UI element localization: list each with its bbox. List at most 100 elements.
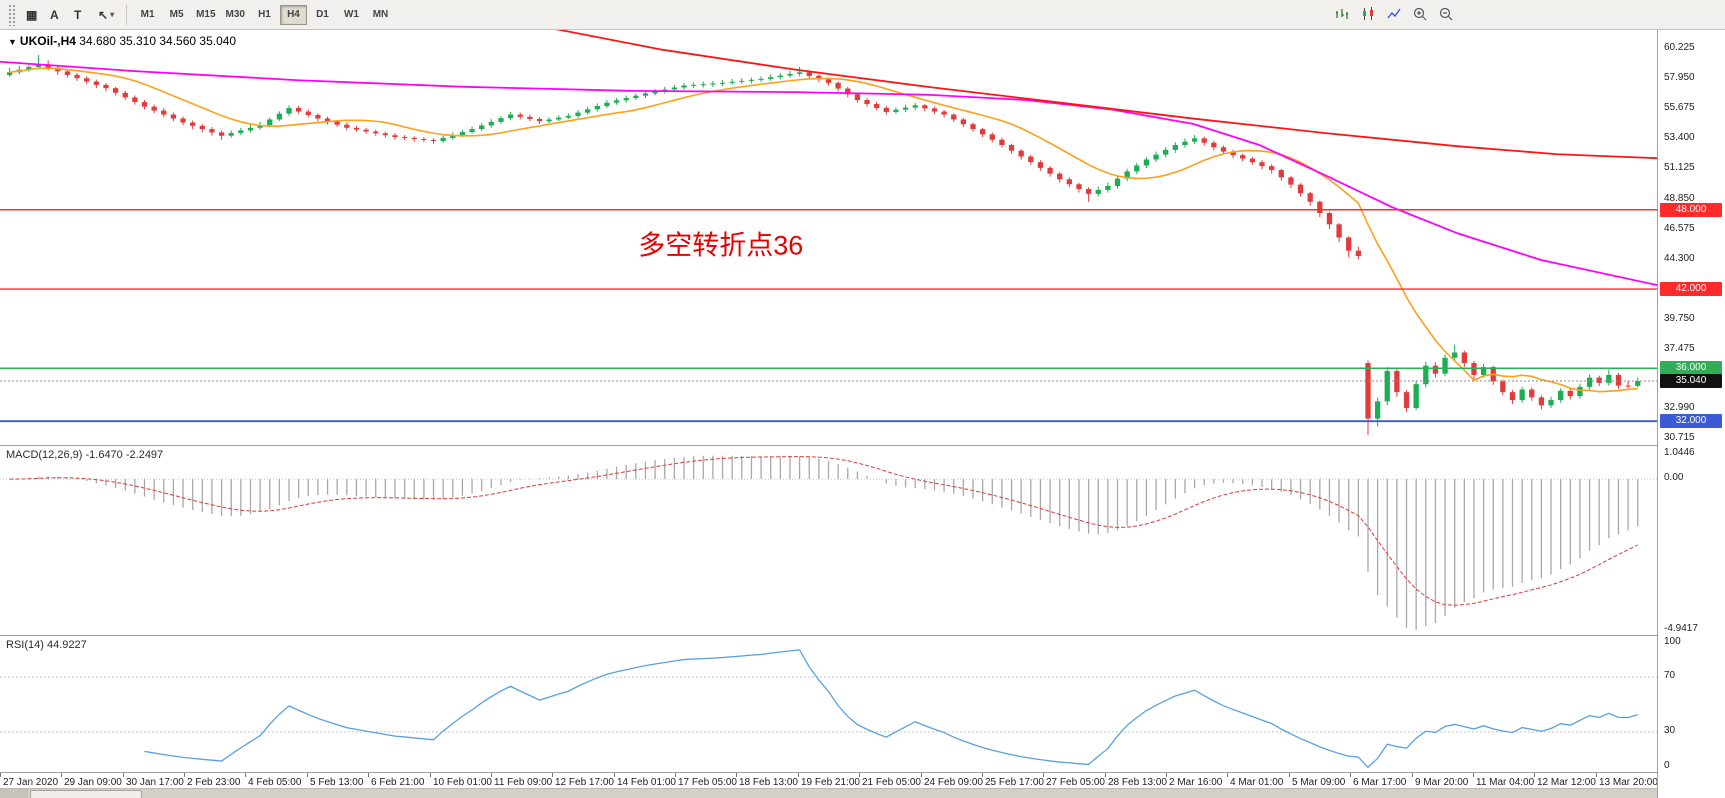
time-label: 19 Feb 21:00	[801, 777, 860, 788]
current-price-badge: 35.040	[1660, 374, 1722, 389]
rsi-label: RSI(14) 44.9227	[6, 639, 87, 651]
rsi-canvas[interactable]	[0, 636, 1657, 772]
price-tick: 30.715	[1664, 432, 1695, 444]
time-label: 2 Mar 16:00	[1169, 777, 1223, 788]
time-tick	[245, 773, 246, 777]
time-tick	[0, 773, 1, 777]
time-label: 28 Feb 13:00	[1108, 777, 1167, 788]
macd-axis-tick: -4.9417	[1664, 623, 1698, 634]
time-label: 27 Jan 2020	[3, 777, 59, 788]
price-tick: 48.850	[1664, 192, 1695, 204]
line-view-icon[interactable]	[1384, 3, 1404, 25]
main-chart-canvas[interactable]	[0, 30, 1657, 445]
rsi-axis-tick: 70	[1664, 670, 1676, 682]
horizontal-scrollbar[interactable]	[0, 788, 1725, 798]
time-tick	[368, 773, 369, 777]
time-tick	[61, 773, 62, 777]
price-tick: 39.750	[1664, 312, 1695, 324]
scrollbar-thumb[interactable]	[30, 790, 142, 798]
macd-panel: MACD(12,26,9) -1.6470 -2.2497	[0, 445, 1657, 635]
time-tick	[1227, 773, 1228, 777]
price-tick: 57.950	[1664, 72, 1695, 84]
price-tick: 37.475	[1664, 342, 1695, 354]
rsi-panel: RSI(14) 44.9227	[0, 635, 1657, 772]
timeframe-w1-button[interactable]: W1	[338, 5, 365, 25]
timeframe-d1-button[interactable]: D1	[309, 5, 336, 25]
text-label-tool-button[interactable]: A	[45, 4, 67, 26]
time-label: 24 Feb 09:00	[924, 777, 983, 788]
timeframe-m5-button[interactable]: M5	[163, 5, 190, 25]
ohlc-readout: 34.680 35.310 34.560 35.040	[79, 34, 237, 48]
time-tick	[1289, 773, 1290, 777]
text-tool-button[interactable]: T	[69, 4, 91, 26]
time-label: 14 Feb 01:00	[617, 777, 676, 788]
rsi-value: 44.9227	[46, 639, 87, 651]
price-tick: 60.225	[1664, 42, 1695, 54]
chevron-down-icon: ▾	[110, 10, 115, 19]
time-tick	[1412, 773, 1413, 777]
time-label: 27 Feb 05:00	[1046, 777, 1105, 788]
time-label: 2 Feb 23:00	[187, 777, 241, 788]
time-label: 6 Feb 21:00	[371, 777, 425, 788]
macd-signal-value: -2.2497	[125, 449, 164, 461]
time-label: 21 Feb 05:00	[862, 777, 921, 788]
level-price-badge: 36.000	[1660, 361, 1722, 376]
time-tick	[1596, 773, 1597, 777]
time-label: 9 Mar 20:00	[1415, 777, 1469, 788]
level-price-badge: 48.000	[1660, 202, 1722, 217]
scrollbar-left-stub	[0, 789, 28, 798]
price-tick: 46.575	[1664, 222, 1695, 234]
price-tick: 55.675	[1664, 102, 1695, 114]
time-tick	[1473, 773, 1474, 777]
main-chart-panel: ▼ UKOil-,H4 34.680 35.310 34.560 35.040 多…	[0, 30, 1657, 445]
timeframe-h1-button[interactable]: H1	[251, 5, 278, 25]
time-tick	[675, 773, 676, 777]
price-axis[interactable]: 60.225 57.950 55.675 53.400 51.125 48.850 46.5…	[1657, 30, 1725, 798]
toolbar-separator	[126, 4, 128, 25]
timeframe-m1-button[interactable]: M1	[134, 5, 161, 25]
time-tick	[614, 773, 615, 777]
chart-collapse-icon[interactable]: ▼	[8, 37, 17, 47]
timeframe-m30-button[interactable]: M30	[222, 5, 249, 25]
time-label: 11 Mar 04:00	[1476, 777, 1535, 788]
time-label: 25 Feb 17:00	[985, 777, 1044, 788]
time-tick	[736, 773, 737, 777]
time-tick	[123, 773, 124, 777]
time-label: 18 Feb 13:00	[739, 777, 798, 788]
chart-view-tools-group	[1332, 3, 1456, 25]
time-tick	[1043, 773, 1044, 777]
time-tick	[1534, 773, 1535, 777]
time-tick	[921, 773, 922, 777]
timeframe-mn-button[interactable]: MN	[367, 5, 394, 25]
time-tick	[552, 773, 553, 777]
grid-tool-button[interactable]: ▦	[21, 4, 43, 26]
candles-view-icon[interactable]	[1358, 3, 1378, 25]
time-label: 13 Mar 20:00	[1599, 777, 1658, 788]
zoom-out-icon[interactable]	[1436, 3, 1456, 25]
chart-text-annotation: 多空转折点36	[638, 230, 804, 261]
time-label: 30 Jan 17:00	[126, 777, 184, 788]
timeframe-m15-button[interactable]: M15	[192, 5, 219, 25]
time-label: 29 Jan 09:00	[64, 777, 122, 788]
rsi-axis-tick: 30	[1664, 724, 1676, 736]
level-price-badge: 42.000	[1660, 282, 1722, 297]
timeframe-h4-button[interactable]: H4	[279, 4, 307, 25]
time-label: 5 Feb 13:00	[310, 777, 364, 788]
macd-canvas[interactable]	[0, 446, 1657, 635]
draw-tools-button[interactable]: ↖ ▾	[93, 4, 119, 26]
time-tick	[859, 773, 860, 777]
rsi-axis-tick: 0	[1664, 760, 1670, 771]
time-label: 12 Feb 17:00	[555, 777, 614, 788]
price-tick: 32.990	[1664, 402, 1695, 414]
time-label: 6 Mar 17:00	[1353, 777, 1407, 788]
macd-axis-tick: 1.0446	[1664, 447, 1695, 458]
zoom-in-icon[interactable]	[1410, 3, 1430, 25]
time-label: 17 Feb 05:00	[678, 777, 737, 788]
bars-view-icon[interactable]	[1332, 3, 1352, 25]
time-axis[interactable]: 27 Jan 2020 29 Jan 09:00 30 Jan 17:00 2 Feb…	[0, 772, 1725, 788]
drawing-tools-group: ▦ A T ↖ ▾	[20, 4, 120, 26]
toolbar-grip[interactable]	[8, 3, 16, 26]
time-tick	[982, 773, 983, 777]
time-tick	[1350, 773, 1351, 777]
rsi-axis-tick: 100	[1664, 636, 1681, 647]
